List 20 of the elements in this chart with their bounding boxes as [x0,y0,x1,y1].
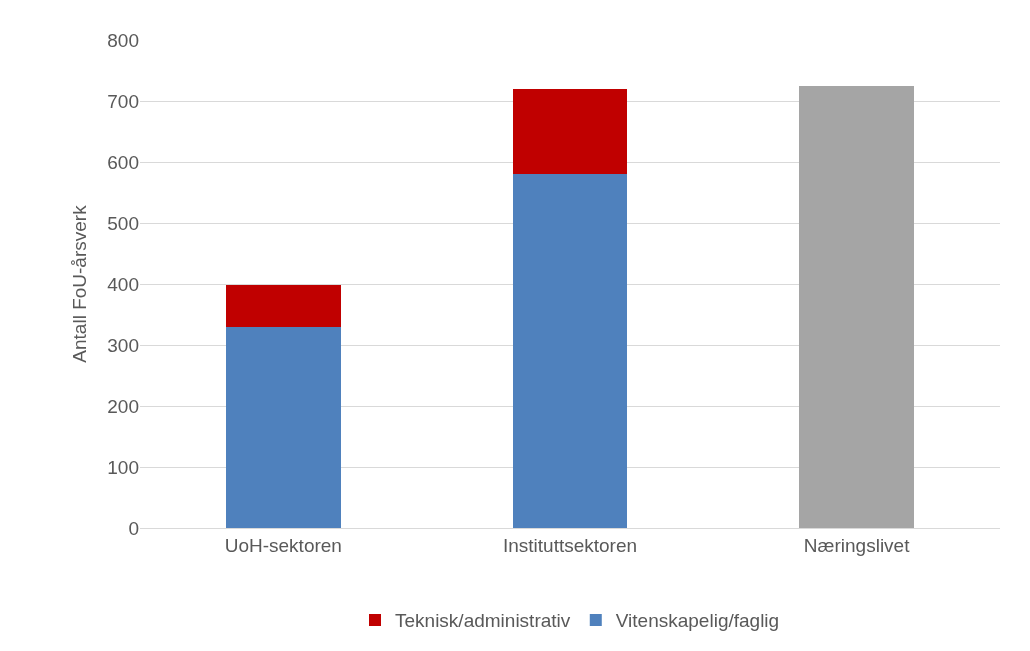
y-tick-label: 100 [107,456,139,478]
y-tick-label: 0 [128,517,139,539]
y-tick-label: 300 [107,334,139,356]
y-tick-label: 600 [107,151,139,173]
bar [226,326,341,528]
x-tick-label: UoH-sektoren [224,534,342,556]
x-tick-label: Instituttsektoren [502,534,638,556]
x-tick-label: Næringslivet [803,534,911,556]
y-axis-title: Antall FoU-årsverk [69,204,91,363]
bar [226,285,341,327]
y-tick-label: 800 [107,29,139,51]
y-tick-label: 200 [107,395,139,417]
bar [512,173,628,528]
y-tick-label: 700 [107,90,139,112]
bar [799,85,914,528]
bar [512,88,628,174]
y-tick-label: 400 [107,273,139,295]
y-tick-label: 500 [107,212,139,234]
legend-label: Vitenskapelig/faglig [615,610,780,632]
legend-label: Teknisk/administrativ [395,610,571,632]
